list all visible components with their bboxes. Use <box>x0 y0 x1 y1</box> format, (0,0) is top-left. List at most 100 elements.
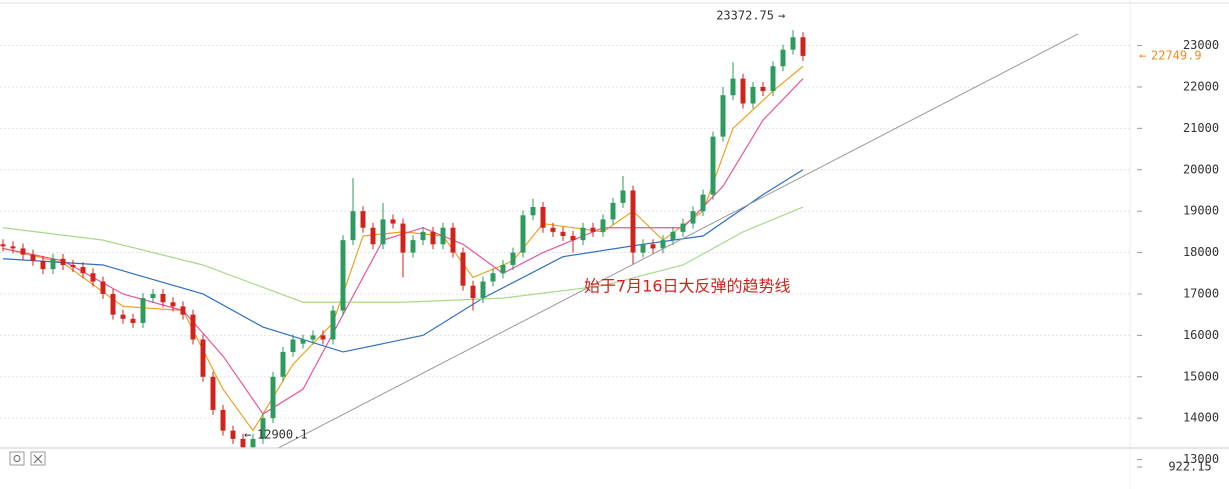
candle-body <box>300 339 306 344</box>
candle-body <box>330 310 336 340</box>
candle-body <box>190 314 196 340</box>
candle-body <box>60 258 66 265</box>
candle-body <box>50 258 56 270</box>
close-glyph <box>33 454 43 464</box>
indicator-pane: 922.15 <box>0 447 1229 489</box>
candle-body <box>530 207 536 216</box>
candle-body <box>70 264 76 268</box>
candle-body <box>490 273 496 282</box>
candle-body <box>200 339 206 377</box>
candle-body <box>120 314 126 319</box>
candle-body <box>800 37 806 56</box>
arrow: ← <box>1139 48 1146 62</box>
candle-body <box>220 409 226 431</box>
candle-body <box>20 248 26 255</box>
candle-body <box>670 231 676 241</box>
y-tick-label: 22000 <box>1183 79 1219 93</box>
candle-body <box>260 418 266 439</box>
candle-body <box>660 240 666 249</box>
candle-body <box>390 219 396 224</box>
candle-body <box>610 202 616 220</box>
candle-body <box>150 293 156 299</box>
candle-body <box>100 281 106 294</box>
candle-body <box>340 240 346 311</box>
plot-area: 13000 14000 15000 16000 17000 18000 19000 20000… <box>0 9 1219 466</box>
last-price-label: 22749.9 <box>1151 48 1202 62</box>
candle-body <box>740 78 746 104</box>
candle-body <box>730 78 736 96</box>
candle-body <box>230 430 236 439</box>
high-label: 23372.75 <box>716 9 774 23</box>
candle-body <box>380 219 386 245</box>
candle-body <box>720 95 726 137</box>
candle-body <box>170 302 176 307</box>
candle-body <box>640 244 646 253</box>
candle-body <box>140 298 146 323</box>
candle-body <box>400 223 406 253</box>
candle-body <box>460 252 466 286</box>
candle-body <box>620 190 626 203</box>
candle-body <box>180 306 186 315</box>
candle-body <box>650 244 656 249</box>
candle-body <box>90 273 96 282</box>
low-label: 12900.1 <box>257 428 308 442</box>
settings-glyph <box>13 455 21 462</box>
y-tick-label: 18000 <box>1183 245 1219 259</box>
pane-background <box>0 448 1130 489</box>
candle-body <box>780 49 786 67</box>
candle-body <box>0 244 6 247</box>
candle-body <box>770 66 776 92</box>
settings-icon[interactable] <box>9 451 25 466</box>
candle-body <box>30 254 36 261</box>
candle-body <box>710 136 716 195</box>
candle-body <box>80 267 86 274</box>
y-tick-label: 23000 <box>1183 38 1219 52</box>
y-tick-label: 16000 <box>1183 328 1219 342</box>
candle-body <box>110 293 116 315</box>
y-tick-label: 20000 <box>1183 162 1219 176</box>
candle-body <box>430 231 436 245</box>
moving-average <box>2 206 804 303</box>
candle-body <box>130 318 136 323</box>
candle-body <box>480 281 486 299</box>
candle-body <box>280 351 286 377</box>
candle-body <box>600 219 606 232</box>
candle-body <box>320 335 326 340</box>
y-tick-label: 21000 <box>1183 121 1219 135</box>
candle-body <box>790 37 796 50</box>
candle-body <box>310 335 316 340</box>
candle-body <box>690 211 696 224</box>
candle-body <box>760 86 766 92</box>
trendline <box>247 33 1079 465</box>
candle-body <box>580 227 586 241</box>
arrow: → <box>778 9 785 23</box>
candle-body <box>500 264 506 274</box>
candle-body <box>560 231 566 236</box>
candle-body <box>630 190 636 253</box>
candle-body <box>370 227 376 245</box>
candle-body <box>360 211 366 228</box>
candle-body <box>470 285 476 299</box>
candle-body <box>290 339 296 352</box>
candle-body <box>440 227 446 245</box>
candle-body <box>680 223 686 232</box>
candle-body <box>540 207 546 228</box>
candle-body <box>410 240 416 253</box>
annotation: 始于7月16日大反弹的趋势线 <box>584 277 791 296</box>
candle-body <box>240 438 246 448</box>
candle-body <box>160 293 166 303</box>
arrow: ← <box>244 428 251 442</box>
candle-body <box>520 215 526 253</box>
indicator-value: 922.15 <box>1168 460 1211 474</box>
y-tick-label: 15000 <box>1183 369 1219 383</box>
y-tick-label: 19000 <box>1183 204 1219 218</box>
candle-body <box>700 194 706 212</box>
y-tick-label: 13000 <box>1183 452 1219 466</box>
candle-body <box>350 211 356 241</box>
candle-body <box>270 376 276 419</box>
y-tick-label: 14000 <box>1183 411 1219 425</box>
candle-body <box>750 86 756 104</box>
candle-body <box>250 438 256 448</box>
candle-body <box>550 227 556 232</box>
